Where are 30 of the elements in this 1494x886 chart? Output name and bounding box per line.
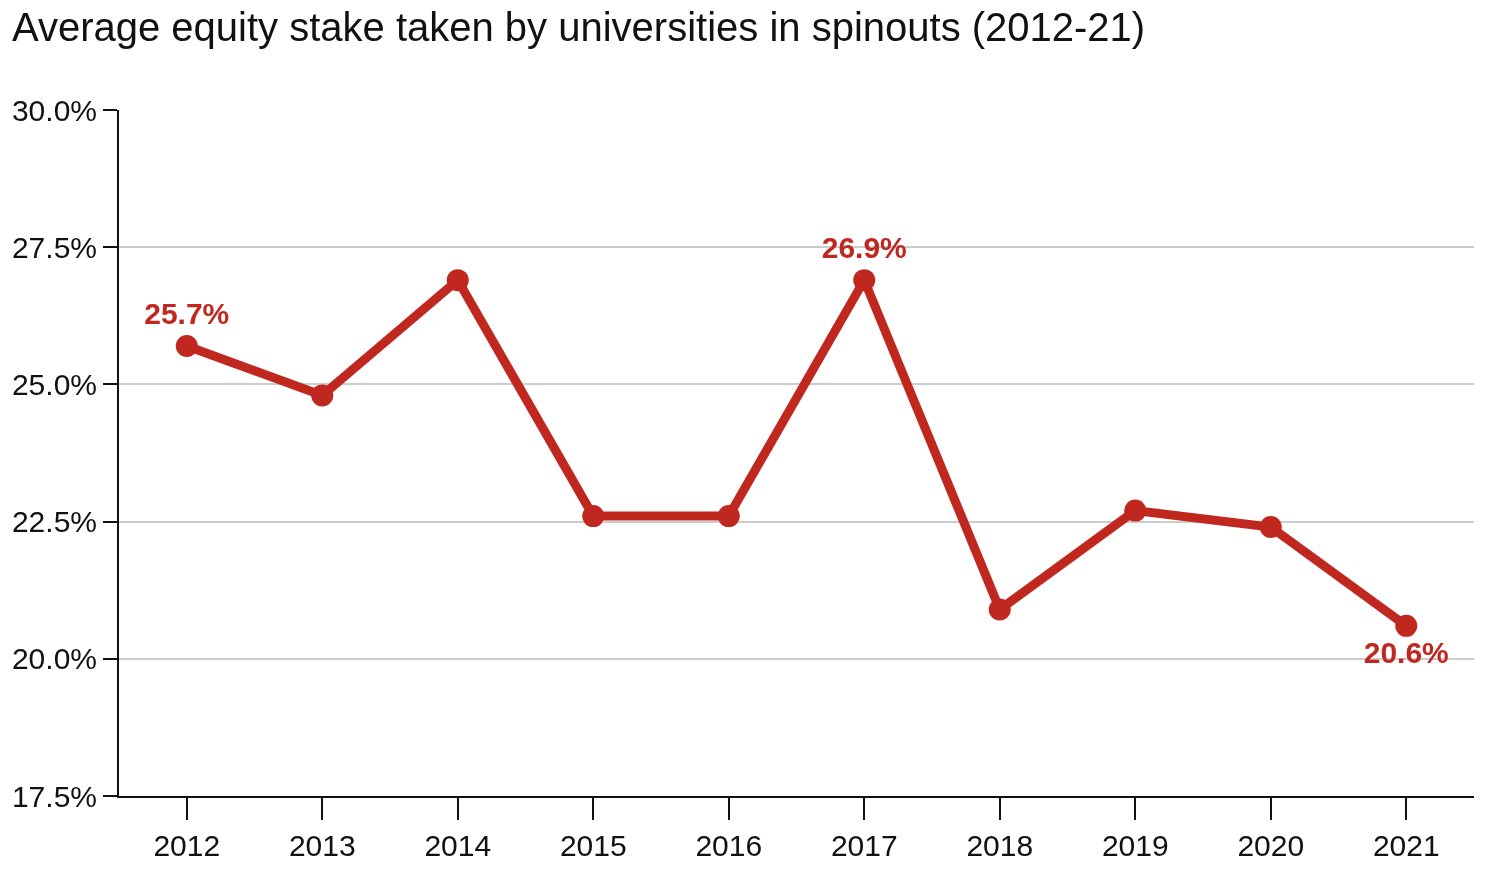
x-tick-label: 2014 [424,829,492,862]
x-tick-label: 2019 [1101,829,1169,862]
x-tick-label: 2012 [153,829,221,862]
data-label: 25.7% [144,296,230,330]
point [175,334,198,357]
point [1124,499,1147,522]
x-tick-label: 2015 [559,829,627,862]
point [1259,516,1282,539]
point [853,269,876,292]
x-tick-label: 2021 [1372,829,1440,862]
point [582,505,605,528]
x-tick-label: 2017 [830,829,898,862]
y-tick-label: 17.5% [11,779,97,813]
x-tick-label: 2013 [288,829,356,862]
y-tick-label: 20.0% [11,642,97,676]
point [446,269,469,292]
data-label: 20.6% [1363,636,1449,670]
x-tick-label: 2018 [966,829,1034,862]
y-tick-label: 25.0% [11,367,97,401]
point [717,505,740,528]
y-tick-label: 30.0% [11,93,97,127]
y-tick-label: 27.5% [11,230,97,264]
point [1395,614,1418,637]
point [988,598,1011,621]
x-tick-label: 2016 [695,829,763,862]
point [311,384,334,407]
data-label: 26.9% [821,230,907,264]
chart-title: Average equity stake taken by universities in spinouts (2012-21) [11,5,1146,50]
x-tick-label: 2020 [1237,829,1305,862]
y-tick-label: 22.5% [11,505,97,539]
